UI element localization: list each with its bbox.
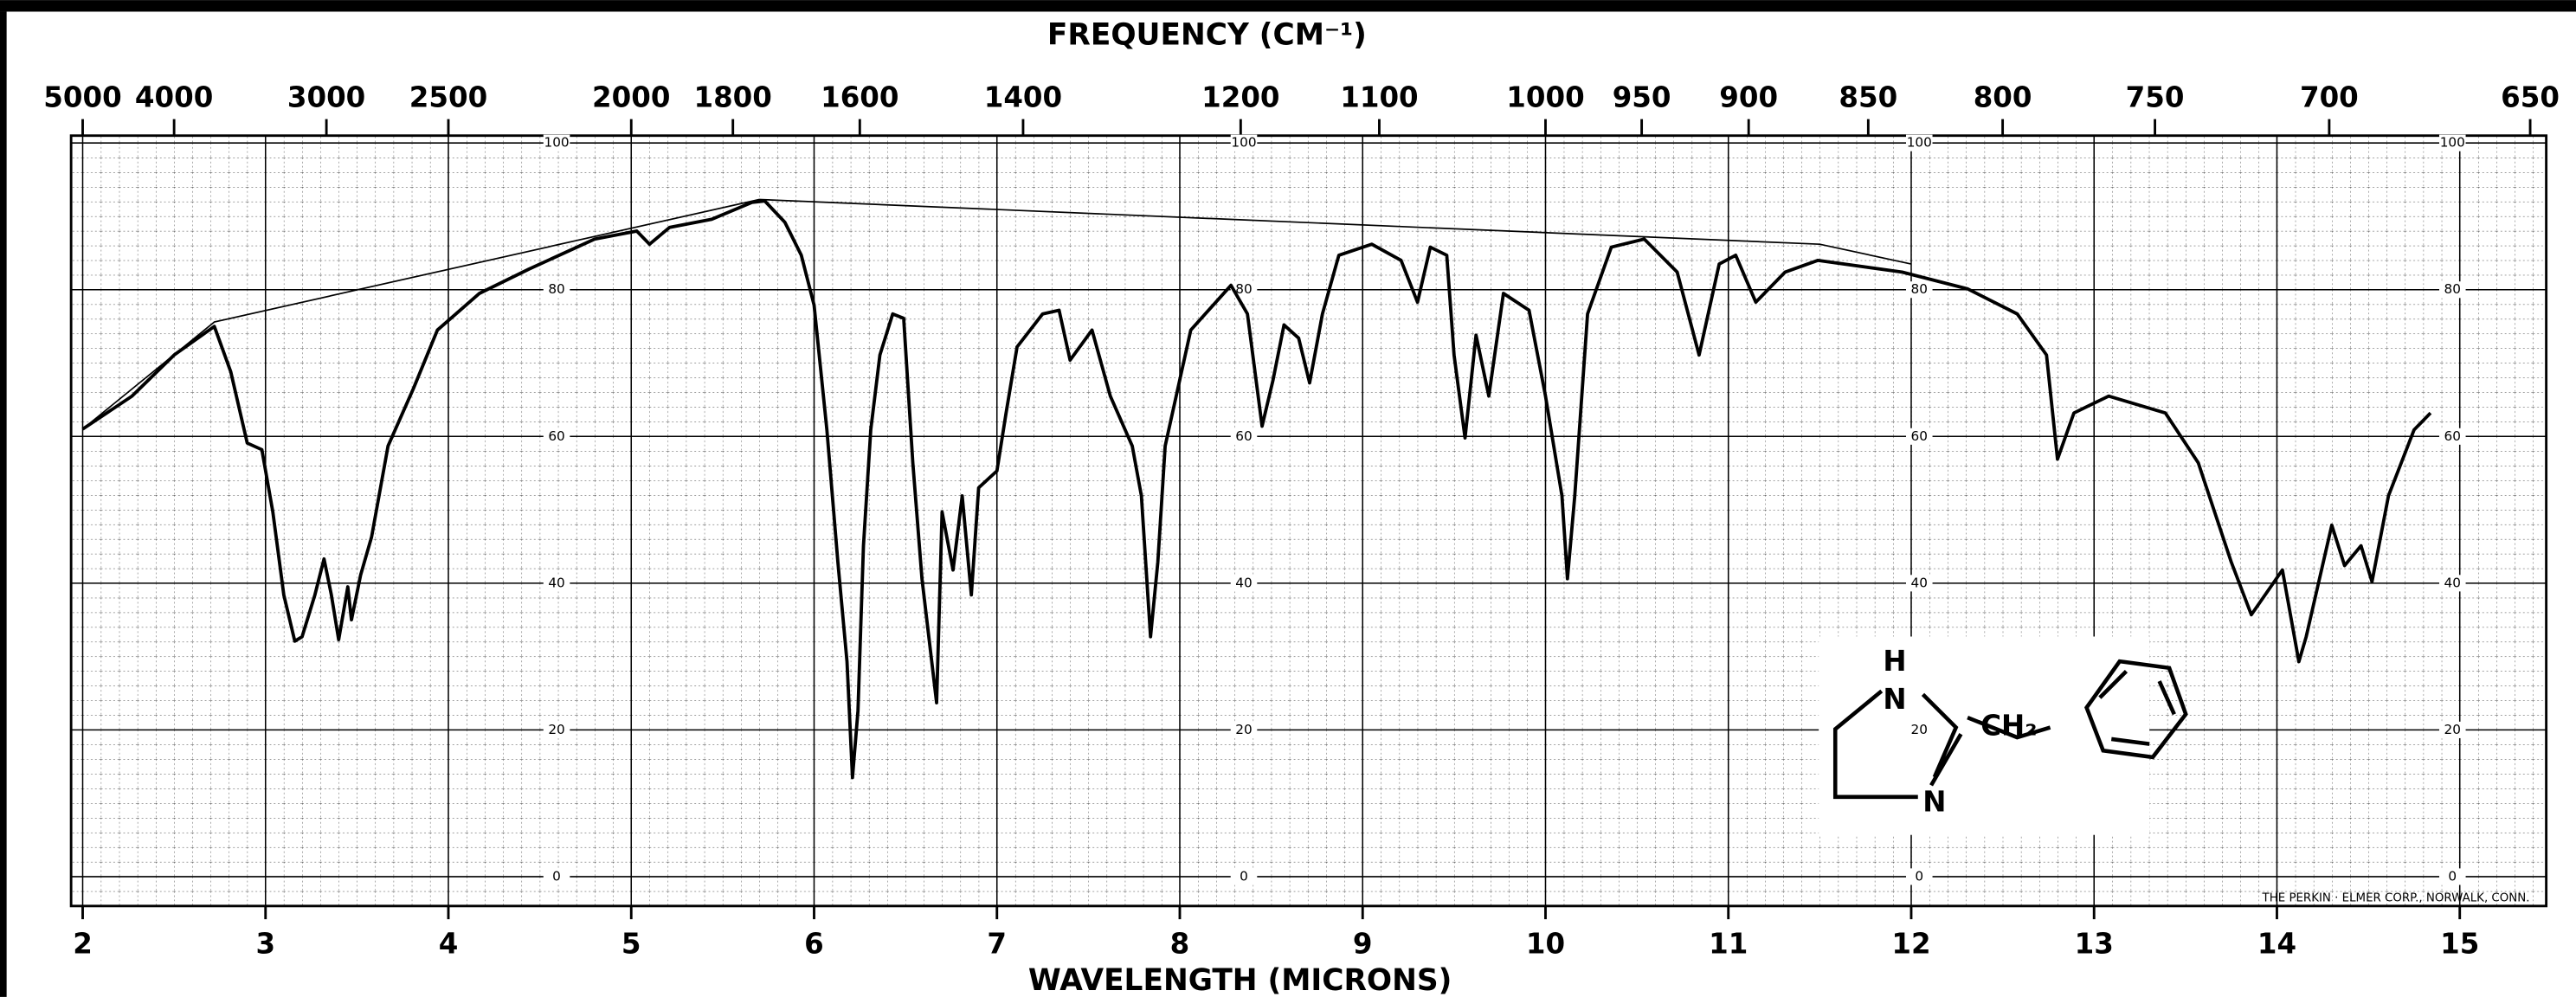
- y-label-bg: [1905, 721, 1933, 738]
- y-label-bg: [1230, 428, 1258, 445]
- x2-tick-label: 950: [1613, 81, 1671, 114]
- x-tick-label: 12: [1891, 928, 1930, 961]
- x-tick-label: 13: [2075, 928, 2114, 961]
- y-tick-label: 20: [1235, 722, 1252, 737]
- benzene-ring: [2084, 659, 2188, 760]
- y-tick-label: 60: [1911, 428, 1928, 444]
- y-tick-label: 100: [2440, 135, 2465, 151]
- y-label-bg: [2438, 721, 2466, 738]
- y-tick-label: 60: [2444, 428, 2461, 444]
- y-label-bg: [1905, 575, 1933, 592]
- structure-bg: [1819, 636, 2150, 835]
- y-label-bg: [543, 868, 570, 885]
- x2-tick-label: 1400: [984, 81, 1062, 114]
- y-tick-label: 0: [2448, 868, 2457, 884]
- structure: H N CH₂ N: [1819, 636, 2188, 835]
- x2-tick-label: 850: [1839, 81, 1897, 114]
- x-tick-label: 14: [2257, 928, 2296, 961]
- y-label-bg: [1905, 868, 1933, 885]
- y-label-bg: [1230, 868, 1258, 885]
- x2-tick-label: 2000: [592, 81, 670, 114]
- y-label-bg: [2438, 428, 2466, 445]
- atom-label: N: [1883, 683, 1906, 716]
- x2-tick-label: 650: [2501, 81, 2560, 114]
- y-label-bg: [543, 134, 570, 151]
- y-label-bg: [2438, 575, 2466, 592]
- x2-tick-label: 1600: [821, 81, 898, 114]
- y-label-bg: [1230, 721, 1258, 738]
- y-tick-label: 0: [552, 868, 561, 884]
- y-tick-label: 40: [1911, 575, 1928, 590]
- y-tick-label: 40: [2444, 575, 2461, 590]
- minor-grid: [71, 135, 2547, 906]
- x2-tick-label: 3000: [287, 81, 365, 114]
- y-tick-label: 20: [2444, 722, 2461, 737]
- y-tick-label: 20: [1911, 722, 1928, 737]
- x2-tick-label: 1800: [694, 81, 772, 114]
- y-label-bg: [1905, 134, 1933, 151]
- x-tick-label: 4: [439, 928, 459, 961]
- x-tick-label: 3: [255, 928, 275, 961]
- y-tick-label: 100: [1231, 135, 1256, 151]
- x-tick-label: 8: [1170, 928, 1190, 961]
- atom-label: H: [1883, 645, 1906, 678]
- x-axis-title: WAVELENGTH (MICRONS): [1028, 963, 1452, 997]
- y-tick-label: 60: [1235, 428, 1252, 444]
- x2-tick-label: 700: [2300, 81, 2359, 114]
- y-label-bg: [2438, 134, 2466, 151]
- y-label-bg: [1230, 575, 1258, 592]
- spectrum: [81, 199, 2432, 780]
- y-label-bg: [543, 575, 570, 592]
- x2-axis-title: FREQUENCY (CM⁻¹): [1047, 18, 1367, 53]
- y-tick-label: 0: [1240, 868, 1248, 884]
- benzene-double: [2098, 669, 2176, 746]
- y-label-bg: [1230, 134, 1258, 151]
- y-label-bg: [2438, 281, 2466, 299]
- x-tick-label: 11: [1709, 928, 1748, 961]
- y-tick-label: 80: [548, 281, 564, 297]
- x-tick-label: 2: [73, 928, 93, 961]
- x-tick-label: 6: [804, 928, 824, 961]
- x2-tick-label: 1000: [1506, 81, 1584, 114]
- x2-tick-label: 750: [2126, 81, 2185, 114]
- x2-tick-label: 2500: [409, 81, 487, 114]
- x2-tick-label: 4000: [135, 81, 213, 114]
- x-tick-label: 7: [987, 928, 1007, 961]
- y-label-bg: [543, 428, 570, 445]
- maker-note: THE PERKIN · ELMER CORP., NORWALK, CONN.: [2262, 891, 2530, 904]
- y-label-bg: [1905, 428, 1933, 445]
- plot-frame: [69, 134, 2548, 908]
- x2-tick-label: 800: [1974, 81, 2032, 114]
- x-tick-label: 5: [621, 928, 641, 961]
- grid: [71, 135, 2547, 906]
- structure-bonds: [1832, 689, 2051, 800]
- y-tick-label: 60: [548, 428, 564, 444]
- y-tick-label: 0: [1915, 868, 1923, 884]
- atom-label: N: [1922, 785, 1946, 818]
- y-tick-label: 40: [548, 575, 564, 590]
- y-label-bg: [543, 721, 570, 738]
- y-tick-label: 100: [1907, 135, 1932, 151]
- x2-tick-label: 1200: [1201, 81, 1279, 114]
- atom-label: CH₂: [1980, 710, 2037, 743]
- y-tick-label: 80: [1911, 281, 1928, 297]
- y-label-bg: [543, 281, 570, 299]
- y-tick-label: 100: [544, 135, 569, 151]
- y-tick-label: 40: [1235, 575, 1252, 590]
- y-tick-label: 80: [2444, 281, 2461, 297]
- y-tick-label: 80: [1235, 281, 1252, 297]
- x2-tick-label: 5000: [43, 81, 121, 114]
- top-band: [0, 0, 2576, 12]
- y-label-bg: [2438, 868, 2466, 885]
- x2-tick-label: 1100: [1340, 81, 1418, 114]
- x-tick-label: 9: [1353, 928, 1373, 961]
- left-edge: [0, 11, 7, 997]
- y-label-bg: [1905, 281, 1933, 299]
- x2-tick-label: 900: [1719, 81, 1778, 114]
- x-tick-label: 15: [2440, 928, 2479, 961]
- x-tick-label: 10: [1526, 928, 1565, 961]
- y-tick-label: 20: [548, 722, 564, 737]
